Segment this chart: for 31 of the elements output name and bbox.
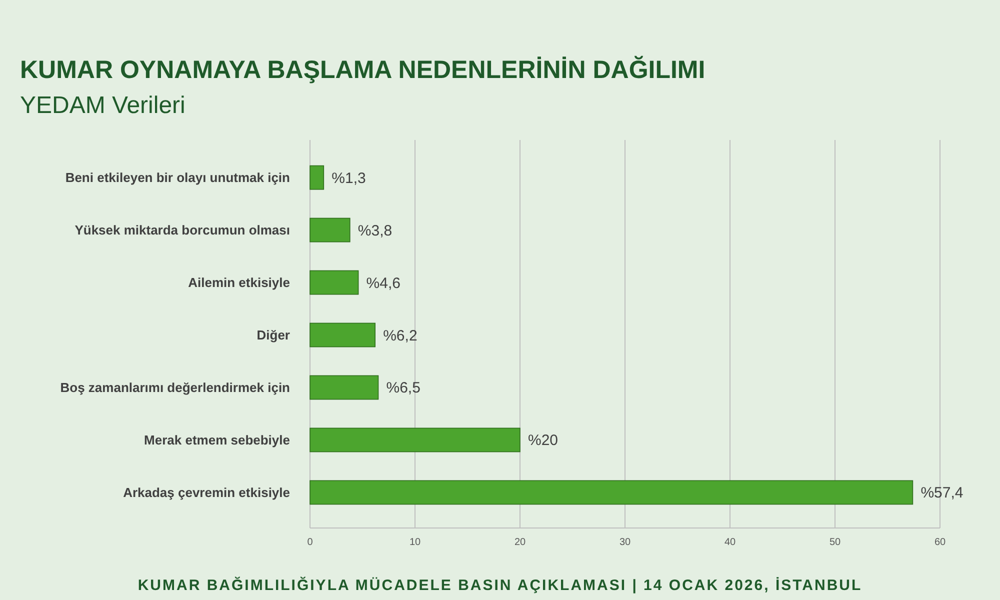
y-tick-label: Ailemin etkisiyle [188, 275, 290, 290]
data-label: %4,6 [366, 274, 401, 292]
x-tick-label: 40 [724, 537, 736, 548]
data-label: %57,4 [920, 484, 964, 502]
y-tick-label: Beni etkileyen bir olayı unutmak için [65, 170, 290, 186]
x-tick-label: 50 [829, 537, 841, 548]
bar [310, 375, 379, 400]
y-tick-label: Diğer [256, 328, 290, 343]
y-tick-label: Merak etmem sebebiyle [144, 432, 290, 448]
chart-title: KUMAR OYNAMAYA BAŞLAMA NEDENLERİNİN DAĞILIMI [20, 55, 706, 84]
bar [310, 165, 324, 190]
x-tick-label: 10 [409, 537, 421, 548]
text: YEDAM Verileri [20, 92, 186, 119]
bar [310, 480, 914, 505]
y-tick-label: Boş zamanlarımı değerlendirmek için [60, 380, 290, 396]
y-tick-label: Yüksek miktarda borcumun olması [74, 222, 290, 238]
x-tick-label: 60 [934, 537, 946, 548]
x-tick-label: 20 [514, 537, 526, 548]
y-tick-label: Arkadaş çevremin etkisiyle [123, 484, 290, 500]
bar [310, 218, 350, 242]
data-label: %3,8 [358, 222, 392, 240]
bar [310, 428, 520, 452]
data-label: %6,2 [383, 327, 418, 344]
data-label: %20 [528, 432, 558, 450]
bar [310, 322, 376, 348]
x-tick-label: 30 [619, 537, 631, 548]
data-label: %6,5 [386, 380, 420, 397]
data-label: %1,3 [332, 170, 366, 187]
bar [310, 270, 359, 295]
text: KUMAR BAĞIMLILIĞIYLA MÜCADELE BASIN AÇIKLAMASI | 14 OCAK 2026, İSTANBUL [138, 576, 862, 594]
x-tick-label: 0 [307, 537, 314, 548]
